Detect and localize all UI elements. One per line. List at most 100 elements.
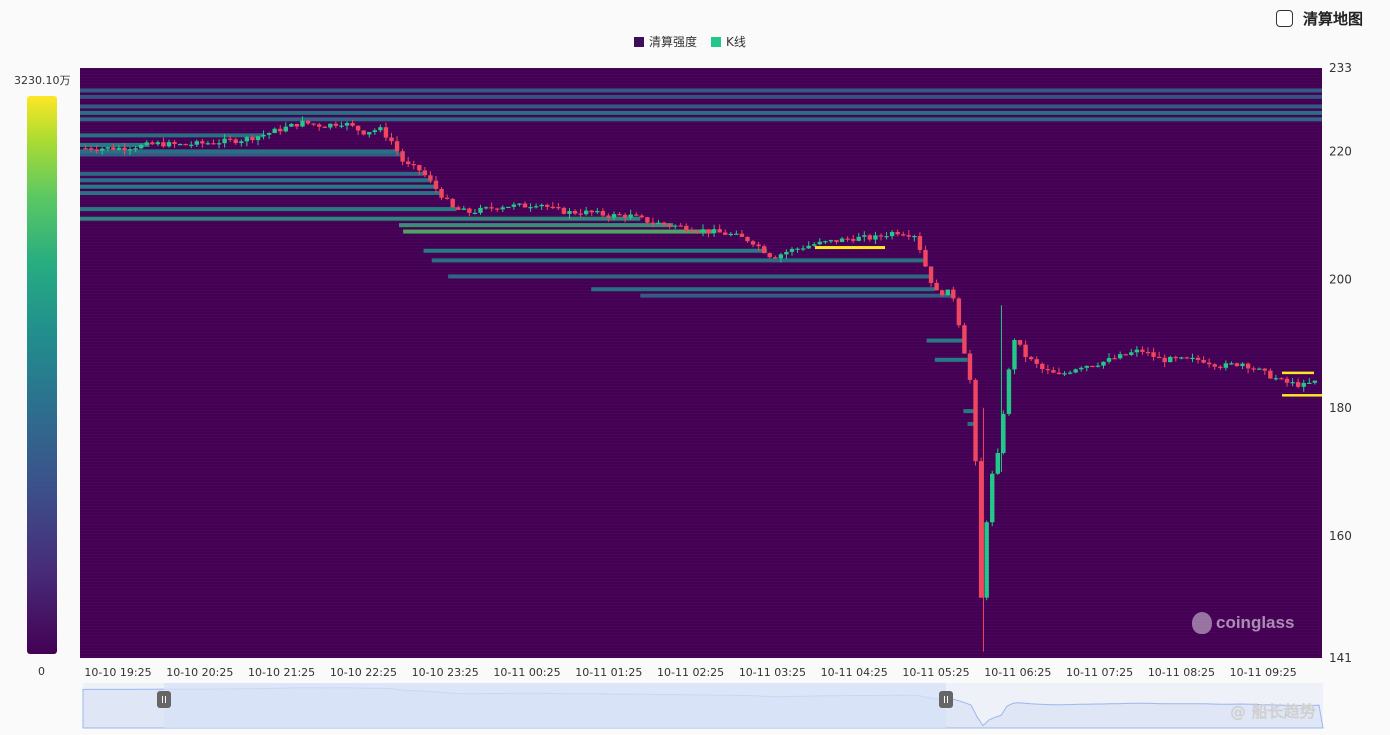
heatmap-texture-row [80,269,1322,270]
colorbar[interactable] [27,96,57,654]
candle-body [83,148,88,150]
heatmap-texture-row [80,182,1322,183]
heatmap-texture-row [80,470,1322,471]
heatmap-texture-row [80,371,1322,372]
liquidation-band [80,104,1322,109]
heatmap-texture-row [80,626,1322,627]
heatmap-texture-row [80,611,1322,612]
liquidation-band [80,207,457,212]
heatmap-texture-row [80,263,1322,264]
heatmap-texture-row [80,308,1322,309]
candle-body [656,222,661,224]
heatmap-texture-row [80,317,1322,318]
candle-body [823,241,828,243]
heatmap-texture-row [80,575,1322,576]
heatmap-texture-row [80,584,1322,585]
heatmap-texture-row [80,485,1322,486]
heatmap-texture-row [80,323,1322,324]
heatmap-texture-row [80,128,1322,129]
heatmap-texture-row [80,203,1322,204]
heatmap-texture-row [80,515,1322,516]
legend-item-kline[interactable]: K线 [711,33,746,50]
heatmap-texture-row [80,581,1322,582]
candle-body [734,233,739,235]
heatmap-texture-row [80,293,1322,294]
candle-body [723,232,728,235]
candle-body [1151,352,1156,357]
heatmap-texture-row [80,533,1322,534]
candle-body [300,120,305,127]
heatmap-texture-row [80,482,1322,483]
candle-body [745,236,750,242]
candle-body [1067,372,1073,374]
candle-body [867,235,873,240]
heatmap-texture-row [80,209,1322,210]
candle-body [94,149,99,151]
candle-body [433,180,439,189]
heatmap-texture-row [80,647,1322,648]
heatmap-texture-row [80,137,1322,138]
slider-handle[interactable] [157,691,171,708]
heatmap-texture-row [80,332,1322,333]
candle-body [372,130,378,133]
heatmap-texture-row [80,500,1322,501]
heatmap-texture-row [80,68,1322,69]
zoom-slider[interactable] [82,683,1324,729]
candle-body [750,241,756,245]
legend-item-liquidation[interactable]: 清算强度 [634,33,697,50]
heatmap-texture-row [80,590,1322,591]
heatmap-texture-row [80,434,1322,435]
candle-body [567,211,572,214]
candle-body [973,379,978,462]
candle-body [878,235,884,237]
heatmap-texture-row [80,161,1322,162]
liquidation-band [963,409,976,414]
candle-body [172,142,177,145]
heatmap-texture-row [80,191,1322,192]
candle-body [739,233,745,237]
candle-body [600,211,606,216]
heatmap-texture-row [80,236,1322,237]
heatmap-texture-row [80,605,1322,606]
heatmap-texture-row [80,635,1322,636]
candle-body [545,204,550,207]
heatmap-texture-row [80,344,1322,345]
heatmap-texture-row [80,404,1322,405]
candle-body [255,136,261,141]
candle-body [906,235,911,237]
candle-body [422,170,428,176]
checkbox-icon[interactable] [1276,10,1293,27]
slider-handle[interactable] [939,691,953,708]
heatmap-texture-row [80,101,1322,102]
heatmap-texture-row [80,377,1322,378]
candle-body [773,257,778,259]
heatmap-texture-row [80,221,1322,222]
candle-body [127,149,133,151]
candle-body [200,141,205,144]
candle-body [1079,367,1084,370]
heatmap-texture-row [80,413,1322,414]
heatmap-texture-row [80,503,1322,504]
liquidation-band [934,357,968,362]
candle-body [450,198,455,208]
candle-body [606,215,611,218]
heatmap-texture-row [80,521,1322,522]
candle-body [272,128,277,134]
candle-body [350,123,355,126]
candle-body [405,161,411,165]
heatmap-texture-row [80,419,1322,420]
slider-selection [164,683,946,728]
heatmap-texture-row [80,464,1322,465]
candle-body [622,214,628,218]
candle-body [1106,358,1112,362]
candle-body [367,132,372,135]
heatmap-texture-row [80,518,1322,519]
heatmap-texture-row [80,305,1322,306]
candle-body [901,234,906,236]
candle-body [1095,365,1101,367]
heatmap-texture-row [80,242,1322,243]
liquidation-map-toggle[interactable]: 清算地图 [1276,8,1363,29]
candle-body [305,120,311,124]
candle-body [478,207,483,213]
